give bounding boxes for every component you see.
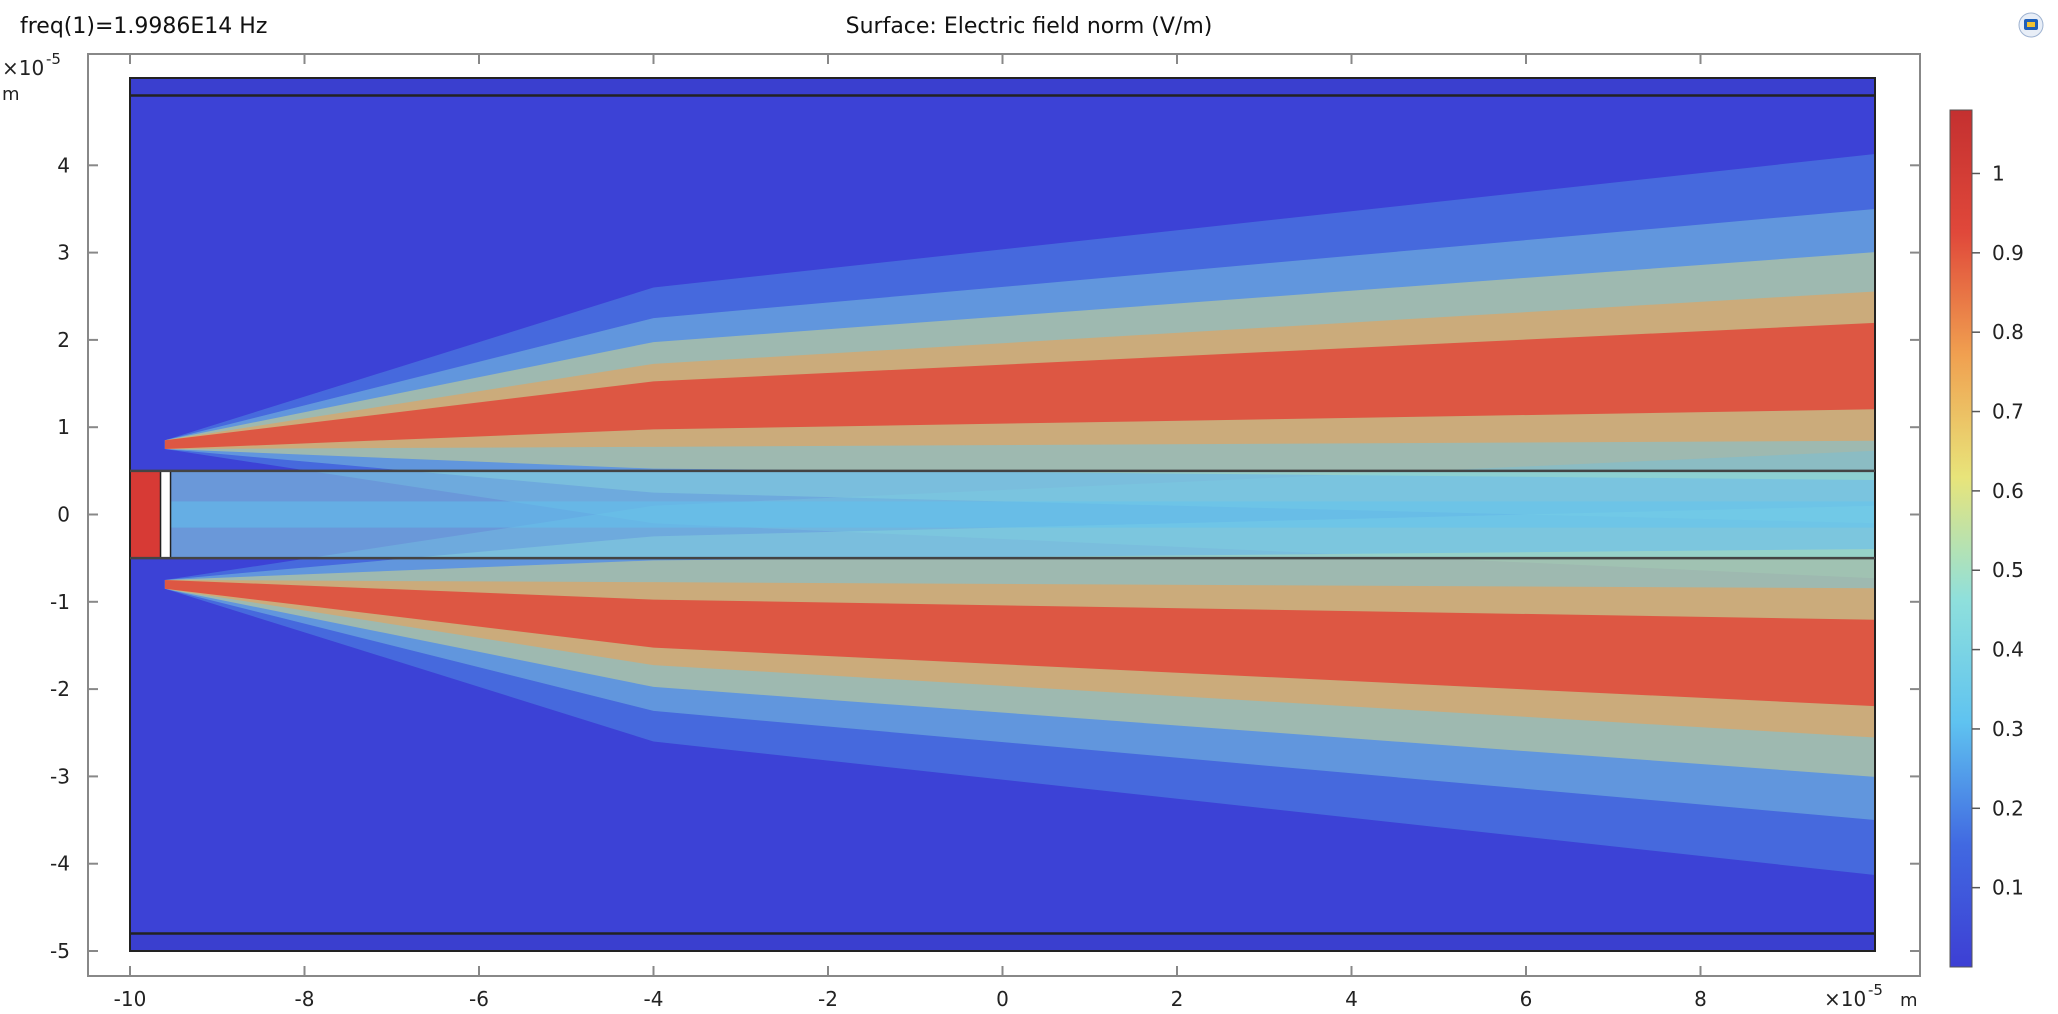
colorbar-tick-label: 0.5 <box>1992 558 2024 582</box>
y-tick-label: -4 <box>50 852 70 876</box>
pml-top <box>130 78 1875 96</box>
x-exponent-label: -5 <box>1868 981 1883 999</box>
colorbar-tick-label: 0.1 <box>1992 876 2024 900</box>
x-tick-label: 4 <box>1345 987 1358 1011</box>
y-tick-label: -2 <box>50 677 70 701</box>
beam-band-0-4 <box>164 322 1875 450</box>
y-exponent-label: -5 <box>46 50 61 68</box>
colorbar-tick-label: 0.3 <box>1992 717 2024 741</box>
beam-band-1-4 <box>164 579 1875 707</box>
y-tick-label: -5 <box>50 939 70 963</box>
pml-bottom <box>130 933 1875 951</box>
x-tick-label: -4 <box>644 987 664 1011</box>
y-unit-label: m <box>2 84 20 105</box>
y-tick-label: -1 <box>50 590 70 614</box>
x-tick-label: 0 <box>996 987 1009 1011</box>
colorbar-tick-label: 1 <box>1992 161 2005 185</box>
x-tick-label: -6 <box>469 987 489 1011</box>
colorbar-tick-label: 0.7 <box>1992 400 2024 424</box>
colorbar-tick-label: 0.8 <box>1992 320 2024 344</box>
colorbar-tick-label: 0.4 <box>1992 638 2024 662</box>
colorbar-tick-label: 0.9 <box>1992 241 2024 265</box>
source-port <box>159 470 172 559</box>
y-tick-label: -3 <box>50 764 70 788</box>
field-heatmap <box>130 78 1875 951</box>
y-tick-label: 0 <box>57 503 70 527</box>
y-multiplier-label: ×10 <box>2 56 44 80</box>
source-region <box>130 470 161 559</box>
x-tick-label: -10 <box>114 987 147 1011</box>
geometry-lines <box>129 77 1876 952</box>
y-tick-label: 1 <box>57 415 70 439</box>
core-center-field <box>164 501 1875 528</box>
x-unit-label: m <box>1900 990 1918 1011</box>
app-logo-icon[interactable] <box>2018 12 2044 38</box>
y-axis: -5 -4 -3 -2 -1 0 1 2 3 4 <box>50 153 1920 963</box>
colorbar-tick-label: 0.6 <box>1992 479 2024 503</box>
x-multiplier-label: ×10 <box>1824 987 1866 1011</box>
x-tick-label: 2 <box>1171 987 1184 1011</box>
y-tick-label: 3 <box>57 241 70 265</box>
colorbar-tick-label: 0.2 <box>1992 796 2024 820</box>
x-tick-label: 6 <box>1520 987 1533 1011</box>
y-tick-label: 4 <box>57 153 70 177</box>
frequency-label: freq(1)=1.9986E14 Hz <box>20 14 268 39</box>
x-tick-label: 8 <box>1694 987 1707 1011</box>
domain-boundary <box>129 77 1876 952</box>
x-tick-label: -2 <box>818 987 838 1011</box>
colorbar-ticks: 0.1 0.2 0.3 0.4 0.5 0.6 0.7 0.8 0.9 1 <box>1972 161 2024 900</box>
x-tick-label: -8 <box>295 987 315 1011</box>
colorbar <box>1949 109 1973 968</box>
y-tick-label: 2 <box>57 328 70 352</box>
x-axis: -10 -8 -6 -4 -2 0 2 4 6 8 <box>114 54 1707 1011</box>
